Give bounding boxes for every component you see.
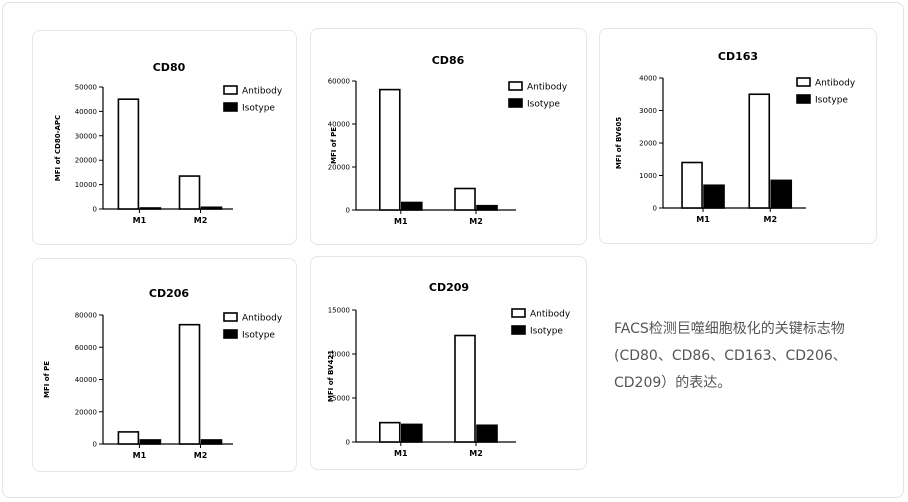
x-tick-label: M2 [469,217,483,226]
x-tick-label: M1 [133,216,147,225]
y-tick-label: 0 [93,441,97,449]
y-tick-label: 5000 [332,395,350,403]
y-tick-label: 20000 [328,164,350,172]
y-axis-label: MFI of BV605 [615,117,623,169]
legend-label: Antibody [527,83,568,93]
y-tick-label: 10000 [328,351,350,359]
bar-antibody [454,334,476,443]
y-tick-label: 60000 [75,344,97,352]
legend-swatch-isotype [508,98,523,108]
y-tick-label: 0 [346,439,350,447]
chart-card-cd80: CD80 MFI of CD80-APC 0 10000 20000 30000 40000… [32,30,297,245]
legend-label: Antibody [242,87,283,97]
bar-antibody [117,431,140,445]
y-tick-label: 0 [346,207,350,215]
legend-label: Isotype [815,96,848,106]
chart-svg: CD206 MFI of PE 0 20000 40000 60000 80000 M1 M2 A… [43,287,283,460]
y-axis-label: MFI of PE [330,127,338,164]
bar-isotype [401,201,423,211]
bar-isotype [139,439,162,445]
y-tick-label: 40000 [75,108,97,116]
legend-label: Antibody [242,314,283,324]
chart-title: CD86 [432,54,465,67]
chart-svg: CD163 MFI of BV605 0 1000 2000 3000 4000 M1 M2 An… [615,50,856,224]
bar-antibody [454,187,476,211]
legend-label: Isotype [242,104,275,114]
bar-antibody [178,323,201,445]
y-tick-label: 80000 [75,312,97,320]
bar-isotype [200,206,223,210]
figure-caption: FACS检测巨噬细胞极化的关键标志物 (CD80、CD86、CD163、CD20… [614,316,894,397]
bar-antibody [681,161,703,209]
y-axis-label: MFI of PE [43,361,51,398]
y-tick-label: 15000 [328,307,350,315]
legend-label: Isotype [527,100,560,110]
x-tick-label: M2 [469,449,483,458]
chart-svg: CD80 MFI of CD80-APC 0 10000 20000 30000 40000… [54,61,283,225]
x-tick-label: M2 [194,216,208,225]
chart-card-cd209: CD209 MFI of BV421 0 5000 10000 15000 M1 M2 Anti… [310,256,587,470]
legend-swatch-isotype [223,329,238,339]
y-tick-label: 3000 [639,107,657,115]
legend-swatch-isotype [796,94,811,104]
caption-line-1: FACS检测巨噬细胞极化的关键标志物 [614,321,845,337]
legend-swatch-antibody [796,77,811,87]
caption-line-2: (CD80、CD86、CD163、CD206、 [614,348,847,364]
legend-swatch-antibody [223,85,238,95]
x-tick-label: M1 [696,215,710,224]
x-tick-label: M1 [394,449,408,458]
legend-label: Isotype [530,327,563,337]
y-tick-label: 1000 [639,172,657,180]
bar-isotype [139,207,162,210]
bar-isotype [476,424,498,443]
legend-label: Isotype [242,331,275,341]
legend-swatch-isotype [511,325,526,335]
bar-isotype [770,179,793,209]
legend-swatch-isotype [223,102,238,112]
bar-isotype [401,423,423,443]
chart-title: CD80 [153,61,186,74]
x-tick-label: M2 [763,215,777,224]
caption-line-3: CD209）的表达。 [614,375,732,391]
legend-label: Antibody [530,310,571,320]
y-tick-label: 10000 [75,181,97,189]
y-tick-label: 2000 [639,140,657,148]
y-tick-label: 30000 [75,132,97,140]
y-tick-label: 20000 [75,408,97,416]
chart-title: CD206 [149,287,190,300]
x-tick-label: M1 [394,217,408,226]
bar-antibody [379,421,401,443]
chart-svg: CD86 MFI of PE 0 20000 40000 60000 M1 M2 Antibod… [328,54,568,226]
y-tick-label: 50000 [75,84,97,92]
legend-swatch-antibody [508,81,523,91]
chart-svg: CD209 MFI of BV421 0 5000 10000 15000 M1 M2 Anti… [327,281,571,458]
y-tick-label: 0 [93,206,97,214]
bar-isotype [200,439,223,445]
x-tick-label: M2 [194,451,208,460]
chart-card-cd163: CD163 MFI of BV605 0 1000 2000 3000 4000 M1 M2 An… [599,28,877,244]
legend-swatch-antibody [223,312,238,322]
y-tick-label: 40000 [75,376,97,384]
y-axis-label: MFI of BV421 [327,350,335,402]
chart-title: CD209 [429,281,469,294]
bar-antibody [178,175,201,210]
chart-card-cd86: CD86 MFI of PE 0 20000 40000 60000 M1 M2 Antibod… [310,28,587,245]
bar-antibody [117,98,140,210]
y-axis-label: MFI of CD80-APC [54,115,62,181]
y-tick-label: 40000 [328,121,350,129]
y-tick-label: 0 [653,205,657,213]
bar-isotype [476,204,498,211]
x-tick-label: M1 [133,451,147,460]
legend-swatch-antibody [511,308,526,318]
chart-card-cd206: CD206 MFI of PE 0 20000 40000 60000 80000 M1 M2 A… [32,258,297,472]
chart-title: CD163 [718,50,758,63]
bar-antibody [748,93,771,209]
bar-antibody [379,88,401,211]
y-tick-label: 60000 [328,78,350,86]
y-tick-label: 4000 [639,75,657,83]
legend-label: Antibody [815,79,856,89]
bar-isotype [703,184,725,209]
y-tick-label: 20000 [75,157,97,165]
